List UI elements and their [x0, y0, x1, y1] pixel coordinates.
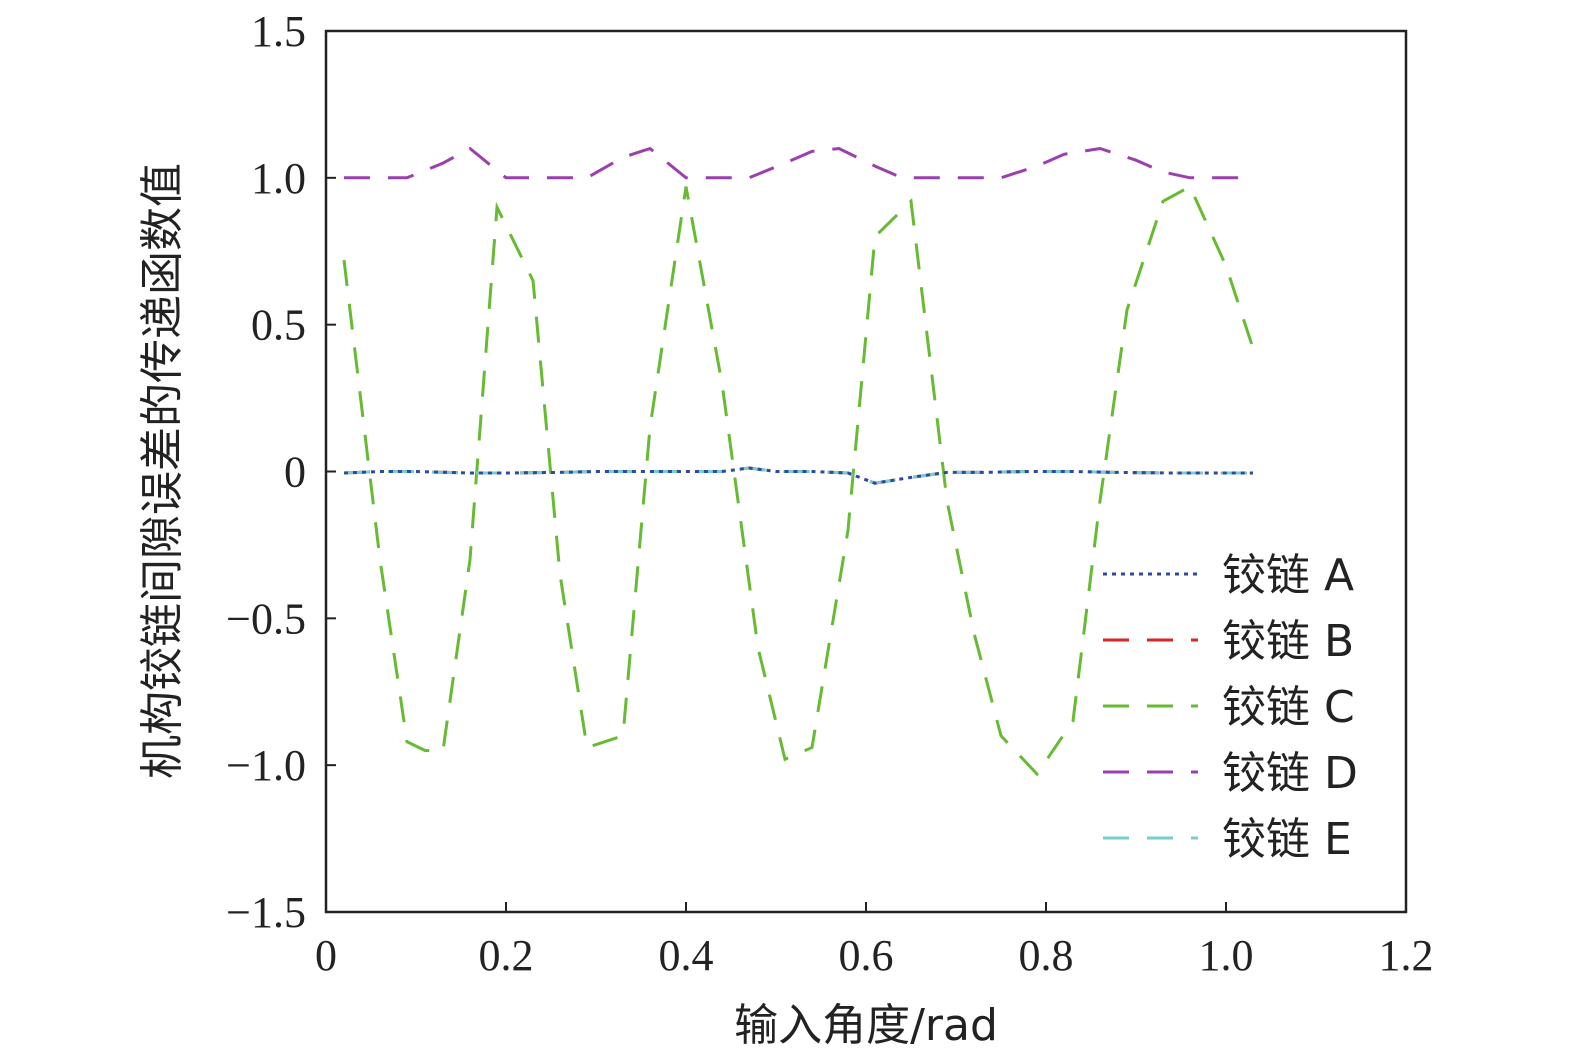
series-line-1: [343, 466, 1253, 485]
legend-label: 铰链 D: [1222, 748, 1358, 799]
series-layer: [342, 146, 1255, 777]
ticks-layer: 0 0.2 0.4 0.6 0.8 1.0 1.2 −1.5 −1.0 −0.5 0 0.5 1.0 1.…: [226, 7, 1433, 980]
y-tick-label: 1.5: [251, 7, 306, 56]
y-tick-label: 1.0: [251, 154, 306, 203]
y-tick-label: 0: [284, 448, 306, 497]
series-line-5: [343, 466, 1253, 485]
x-axis-title: 输入角度/rad: [734, 1000, 998, 1051]
series-line-3: [342, 184, 1255, 777]
legend-label: 铰链 E: [1222, 814, 1352, 865]
legend-label: 铰链 A: [1222, 550, 1354, 601]
y-tick-label: −1.5: [226, 888, 306, 937]
x-tick-label: 0.6: [839, 931, 894, 980]
x-tick-label: 0.8: [1019, 931, 1074, 980]
x-tick-label: 0: [315, 931, 337, 980]
y-tick-label: −1.0: [226, 741, 306, 790]
x-tick-label: 1.2: [1379, 931, 1434, 980]
x-tick-label: 0.2: [479, 931, 534, 980]
x-tick-label: 1.0: [1199, 931, 1254, 980]
legend-label: 铰链 C: [1222, 682, 1355, 733]
series-line-4: [344, 146, 1253, 180]
x-tick-label: 0.4: [659, 931, 714, 980]
y-axis-title: 机构铰链间隙误差的传递函数值: [137, 163, 188, 779]
y-tick-label: 0.5: [251, 301, 306, 350]
legend-label: 铰链 B: [1222, 616, 1354, 667]
legend: 铰链 A 铰链 B 铰链 C 铰链 D 铰链 E: [1103, 550, 1358, 865]
y-tick-label: −0.5: [226, 594, 306, 643]
